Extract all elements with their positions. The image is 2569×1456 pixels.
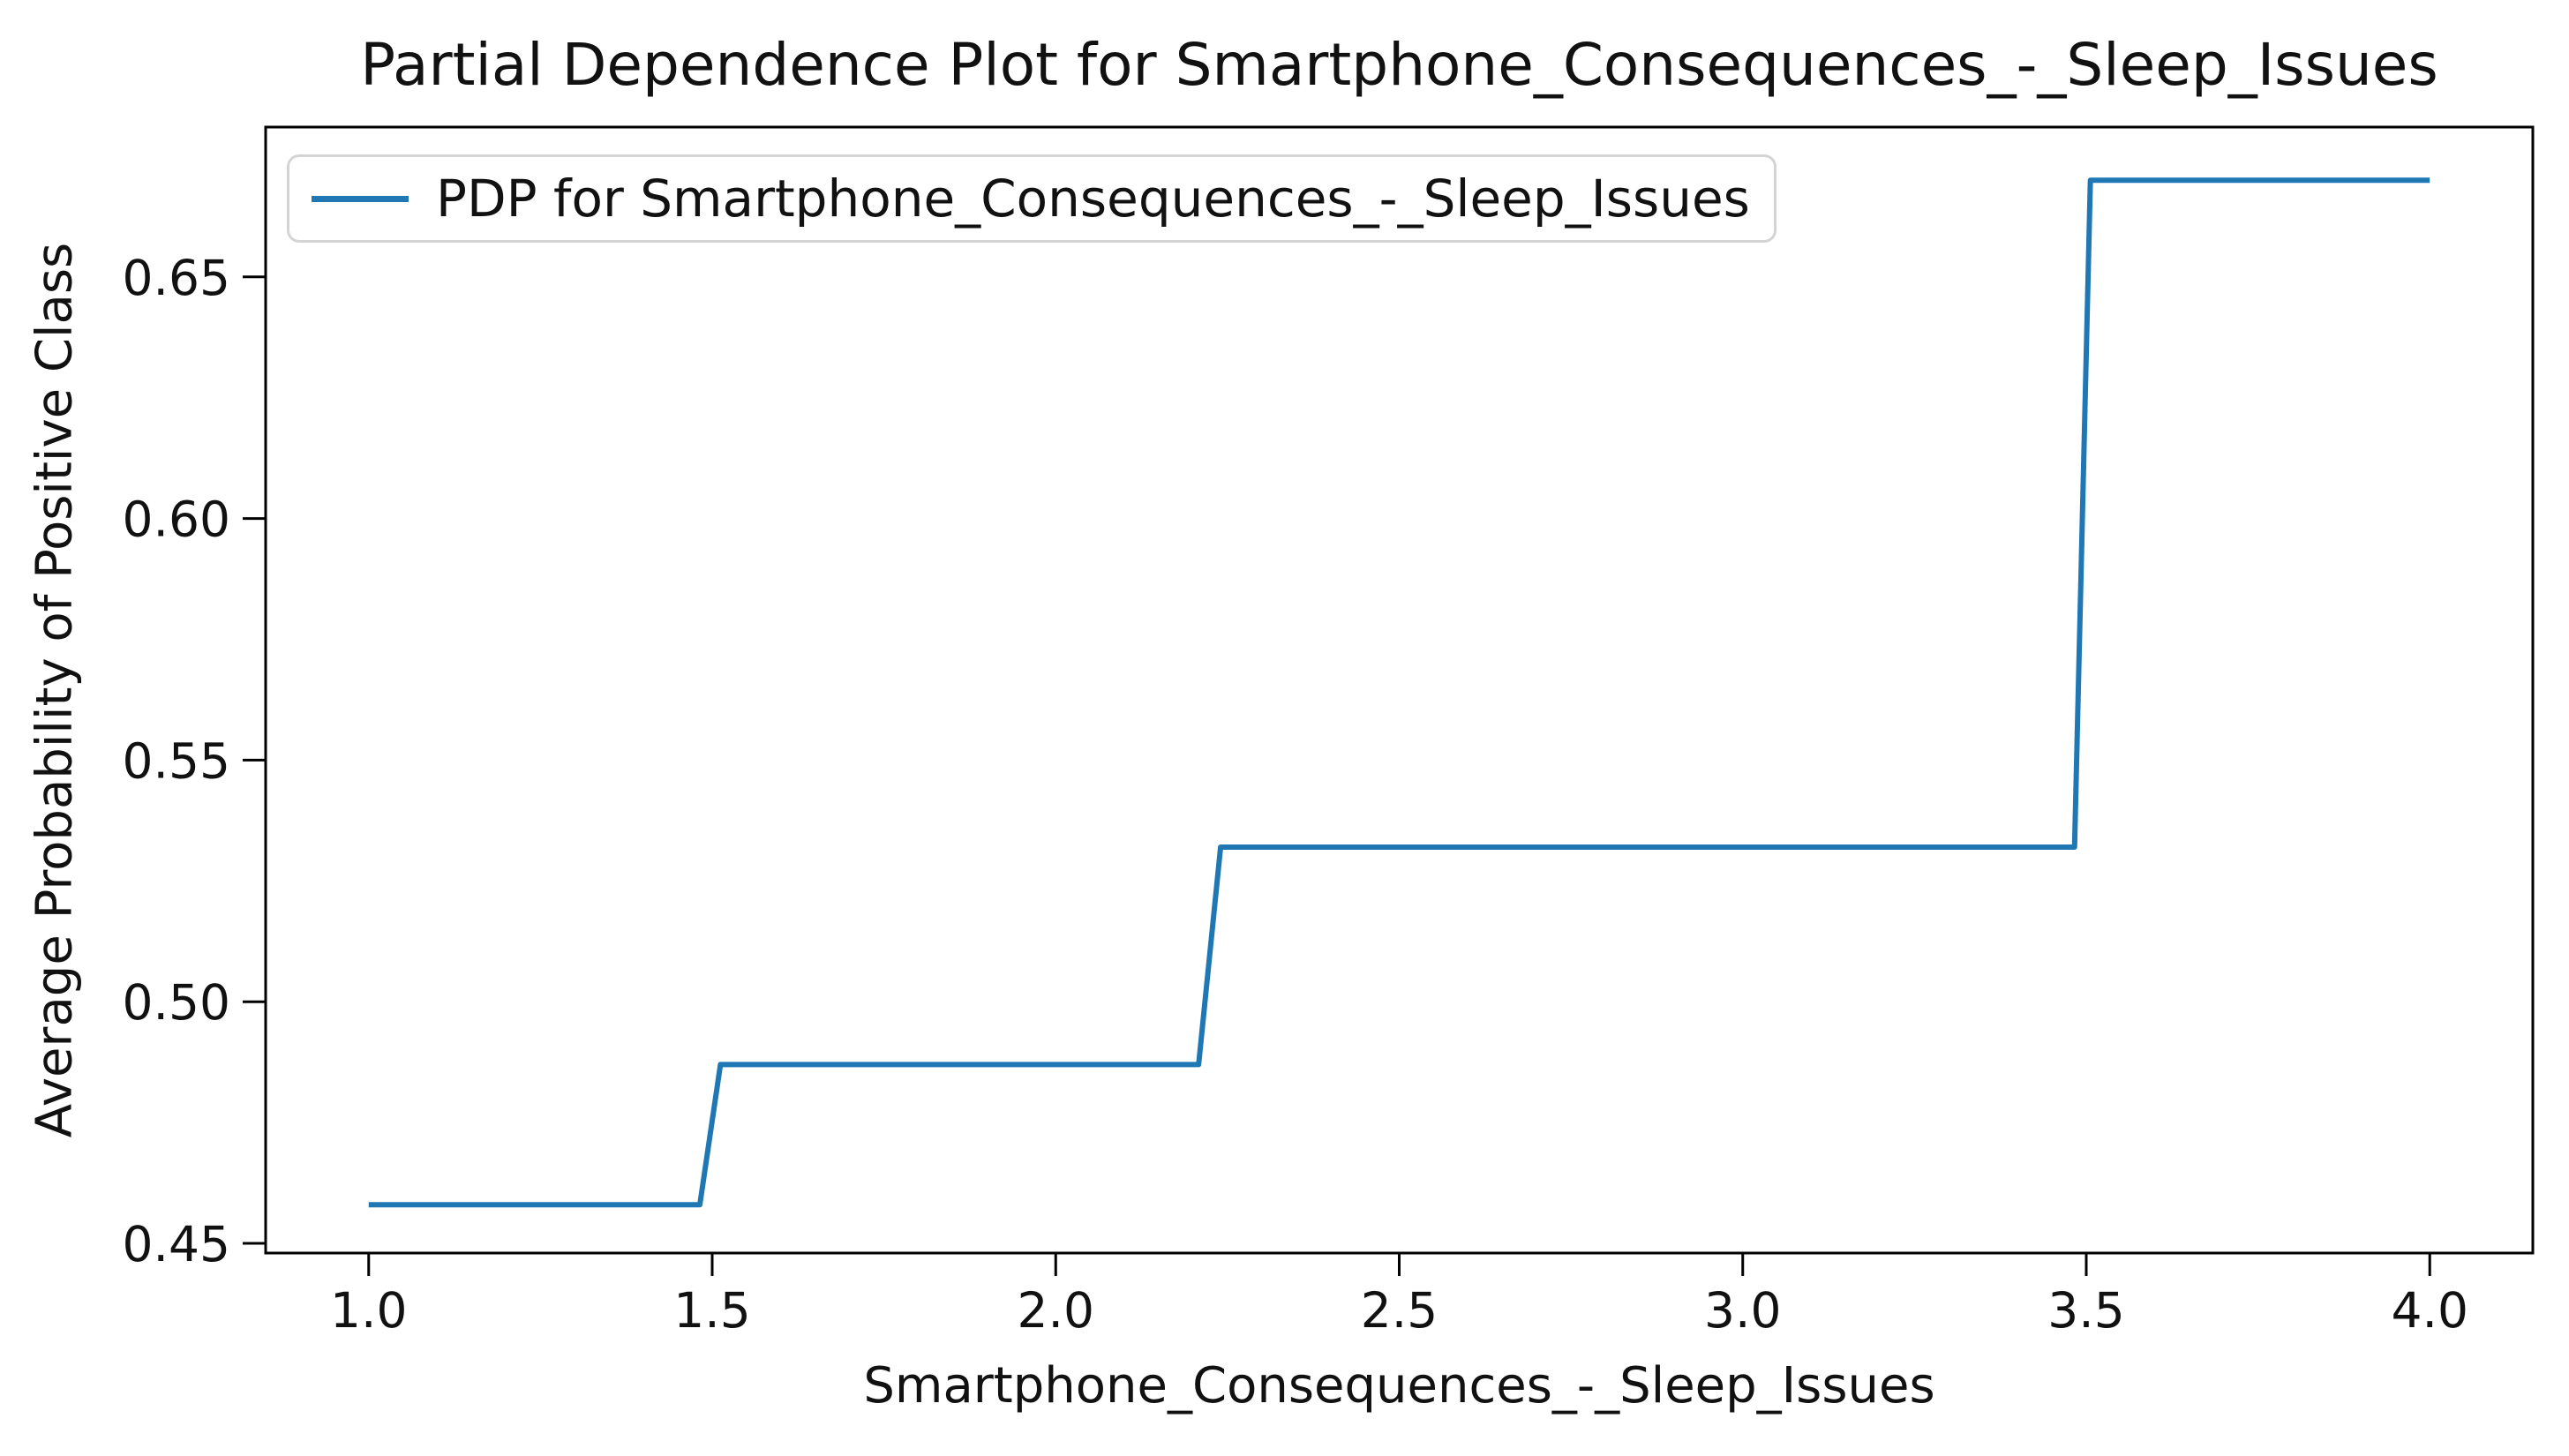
y-tick-label: 0.45: [123, 1216, 230, 1272]
x-tick-label: 2.0: [1018, 1282, 1094, 1339]
axes-frame: [264, 125, 2535, 1255]
chart-title: Partial Dependence Plot for Smartphone_C…: [360, 31, 2438, 99]
x-axis-label: Smartphone_Consequences_-_Sleep_Issues: [863, 1357, 1935, 1415]
y-tick-label: 0.50: [123, 974, 230, 1031]
pdp-line: [368, 177, 2430, 1208]
x-tick-label: 3.5: [2047, 1282, 2124, 1339]
x-tick-label: 1.0: [330, 1282, 407, 1339]
x-tick-label: 3.0: [1704, 1282, 1781, 1339]
x-tick-label: 4.0: [2391, 1282, 2468, 1339]
x-tick-label: 1.5: [673, 1282, 750, 1339]
legend-line-swatch: [312, 195, 409, 202]
legend-label: PDP for Smartphone_Consequences_-_Sleep_…: [436, 169, 1750, 229]
y-tick-label: 0.55: [123, 732, 230, 789]
y-tick-label: 0.65: [123, 250, 230, 306]
y-tick-label: 0.60: [123, 492, 230, 548]
x-tick-label: 2.5: [1361, 1282, 1438, 1339]
legend-box: PDP for Smartphone_Consequences_-_Sleep_…: [287, 154, 1777, 243]
y-axis-label: Average Probability of Positive Class: [26, 242, 84, 1138]
